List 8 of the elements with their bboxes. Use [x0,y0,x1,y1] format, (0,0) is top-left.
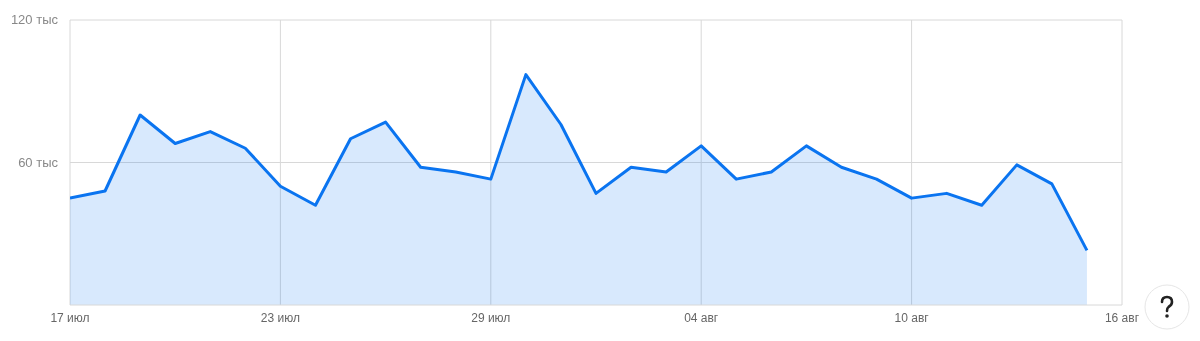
x-tick-label: 16 авг [1104,310,1140,325]
x-tick-label: 04 авг [684,310,719,325]
x-tick-label: 23 июл [260,310,300,325]
y-tick-label: 120 тыс [10,12,59,27]
x-tick-label: 10 авг [894,310,930,325]
x-tick-label: 29 июл [471,310,511,325]
x-tick-label: 17 июл [50,310,90,325]
y-tick-label: 60 тыс [18,154,59,170]
